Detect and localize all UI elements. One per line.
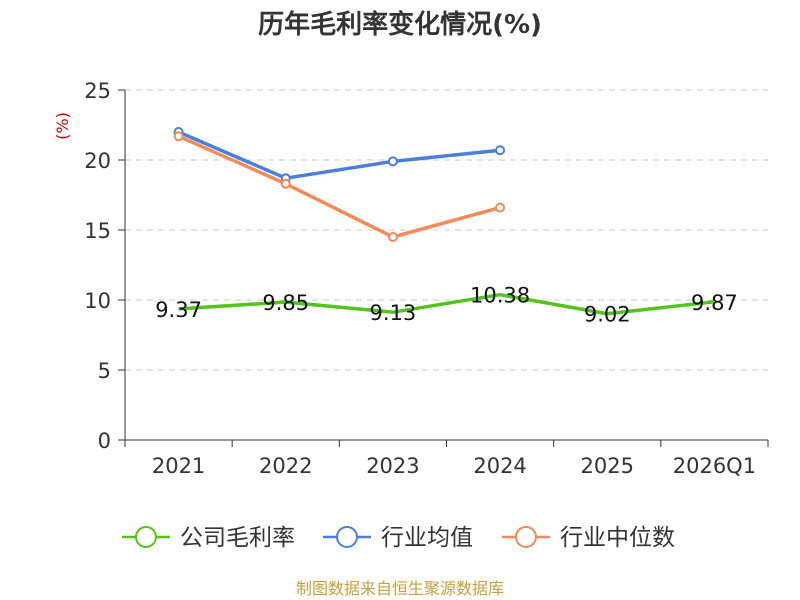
series-line	[178, 292, 715, 316]
x-tick-label: 2021	[152, 454, 205, 478]
series-line	[177, 130, 501, 180]
legend-label: 公司毛利率	[180, 525, 295, 551]
data-label: 9.85	[262, 291, 309, 315]
legend-label: 行业均值	[381, 525, 473, 551]
data-point	[495, 202, 506, 213]
y-axis-label: (%)	[53, 112, 72, 140]
series-lines	[173, 127, 715, 316]
y-tick-label: 25	[84, 79, 111, 103]
chart-title: 历年毛利率变化情况(%)	[258, 9, 542, 40]
x-tick-label: 2022	[259, 454, 312, 478]
data-point	[173, 131, 184, 142]
data-label: 9.13	[370, 301, 417, 325]
data-label: 10.38	[470, 284, 530, 308]
x-tick-label: 2026Q1	[673, 454, 756, 478]
data-point	[387, 232, 398, 242]
legend-marker	[515, 526, 537, 548]
x-tick-label: 2024	[473, 454, 526, 478]
legend-marker	[135, 526, 157, 548]
y-tick-label: 0	[98, 429, 111, 453]
data-label: 9.02	[584, 303, 631, 327]
data-label: 9.37	[155, 298, 202, 322]
series-line	[177, 134, 501, 239]
data-labels: 9.37 9.85 9.13 10.38 9.02 9.87	[155, 284, 738, 327]
data-point	[280, 178, 291, 189]
data-label: 9.87	[691, 291, 738, 315]
grid-lines	[125, 89, 768, 371]
legend: 公司毛利率 行业均值 行业中位数	[122, 525, 675, 551]
x-tick-label: 2025	[581, 454, 634, 478]
y-tick-label: 10	[84, 289, 111, 313]
data-point	[495, 145, 506, 156]
y-tick-label: 20	[84, 149, 111, 173]
y-tick-label: 15	[84, 219, 111, 243]
legend-label: 行业中位数	[560, 525, 675, 551]
y-tick-label: 5	[98, 359, 111, 383]
legend-marker	[336, 526, 358, 548]
x-tick-label: 2023	[366, 454, 419, 478]
data-point	[387, 156, 398, 167]
source-note: 制图数据来自恒生聚源数据库	[296, 579, 504, 598]
